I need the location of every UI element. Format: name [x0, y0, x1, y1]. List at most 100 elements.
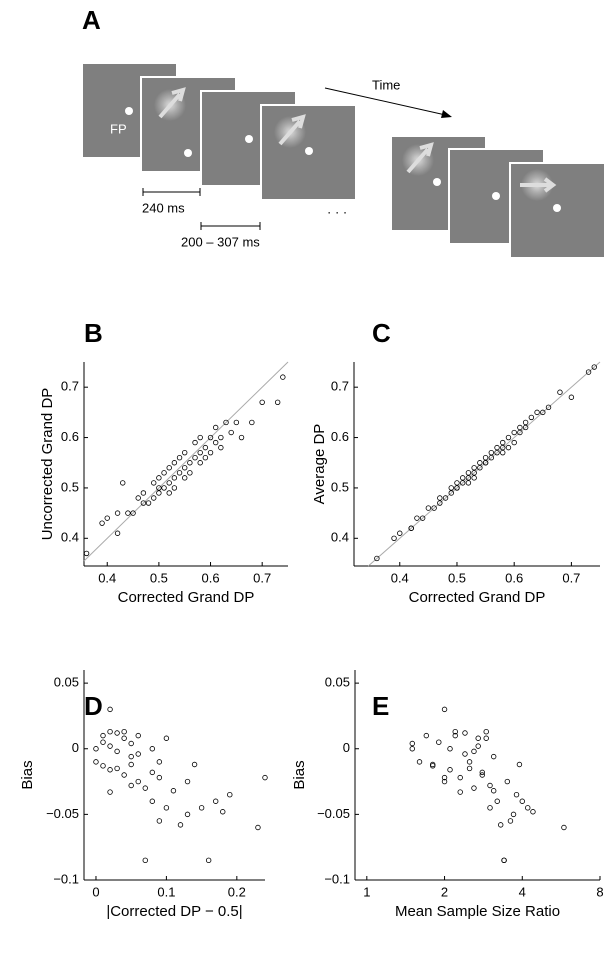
panel-letter: E [372, 691, 389, 721]
y-tick-label: 0.7 [61, 379, 79, 394]
point [233, 419, 240, 426]
point [416, 759, 423, 765]
point [121, 735, 127, 741]
identity-line [367, 361, 601, 567]
point [500, 439, 506, 446]
scatter-chart: E 1 2 4 8 −0.1 −0.05 0 0.05 Mean Sample Size Rati… [291, 670, 604, 920]
point [448, 485, 454, 491]
point [430, 761, 436, 768]
point [482, 455, 489, 461]
point [100, 739, 106, 745]
point [149, 746, 156, 752]
point [466, 759, 473, 765]
point [513, 791, 520, 798]
point [447, 767, 453, 773]
point [483, 728, 489, 735]
point [202, 444, 209, 451]
point [104, 515, 110, 521]
point [166, 490, 172, 496]
duration-label: 240 ms [142, 200, 185, 215]
x-axis-label: Mean Sample Size Ratio [395, 903, 560, 920]
point [510, 811, 517, 818]
point [262, 774, 268, 781]
x-tick-label: 0.7 [562, 570, 580, 585]
point [490, 788, 497, 794]
point [511, 429, 517, 436]
point [479, 772, 485, 778]
point [184, 778, 191, 785]
y-tick-label: 0 [72, 740, 79, 755]
point [218, 434, 224, 441]
fixation-point [492, 192, 500, 200]
point [187, 460, 193, 466]
fixation-point [433, 178, 441, 186]
point [249, 419, 255, 426]
point [202, 455, 209, 461]
point [274, 399, 281, 405]
point [488, 455, 495, 461]
x-tick-label: 1 [363, 884, 370, 899]
point [374, 555, 380, 562]
x-tick-label: 2 [441, 884, 448, 899]
x-tick-label: 0.5 [150, 570, 168, 585]
point [494, 798, 500, 804]
point [479, 769, 485, 776]
point [114, 510, 121, 516]
point [501, 857, 507, 864]
point [171, 475, 178, 481]
point [483, 735, 489, 741]
point [437, 500, 443, 506]
point [156, 818, 163, 824]
point [135, 732, 141, 739]
y-tick-label: 0.05 [54, 675, 79, 690]
y-tick-label: −0.1 [53, 871, 79, 886]
point [431, 505, 437, 511]
point [528, 414, 535, 421]
point [100, 732, 106, 739]
point [207, 449, 214, 456]
y-tick-label: 0.5 [61, 479, 79, 494]
point [107, 743, 113, 749]
point [482, 460, 489, 466]
point [561, 824, 567, 831]
point [522, 419, 529, 426]
ellipsis: · · · [327, 204, 347, 219]
point [441, 706, 448, 713]
y-tick-label: 0.6 [61, 429, 79, 444]
point [522, 424, 529, 431]
fixation-point [184, 149, 192, 157]
panel-letter: D [84, 691, 103, 721]
point [447, 746, 453, 752]
point [517, 424, 523, 431]
point [585, 369, 592, 375]
point [409, 740, 415, 747]
time-arrow [324, 87, 451, 117]
time-label: Time [372, 77, 400, 92]
point [462, 730, 468, 736]
point [505, 434, 512, 441]
point [184, 811, 191, 818]
point [414, 515, 420, 521]
point [454, 480, 460, 486]
x-axis-label: Corrected Grand DP [118, 589, 255, 606]
y-axis-label: Average DP [311, 424, 328, 505]
point [135, 778, 141, 785]
point [142, 785, 148, 791]
point [557, 389, 563, 395]
x-tick-label: 8 [596, 884, 603, 899]
point [207, 434, 214, 441]
point [423, 732, 430, 739]
point [457, 789, 463, 795]
scatter-chart: D 0 0.1 0.2 −0.1 −0.05 0 0.05 |Corrected DP − 0.… [19, 670, 268, 920]
point [487, 805, 493, 811]
fp-label: FP [110, 121, 127, 136]
point [516, 761, 523, 768]
point [471, 475, 477, 481]
point [487, 782, 493, 789]
point [497, 822, 504, 828]
point [452, 728, 458, 735]
point [121, 728, 127, 735]
y-tick-label: −0.1 [324, 871, 350, 886]
point [187, 470, 193, 476]
y-tick-label: 0.5 [331, 479, 349, 494]
